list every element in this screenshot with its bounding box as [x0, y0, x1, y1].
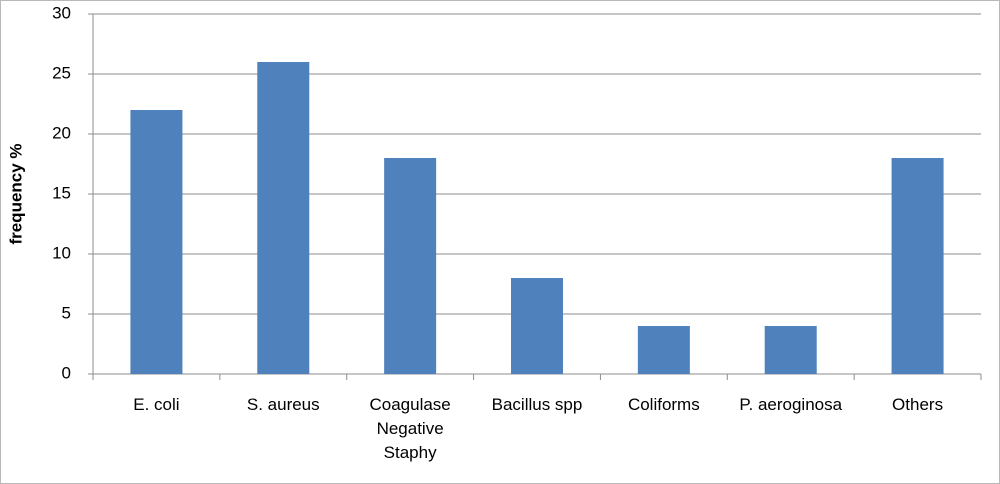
y-tick-label: 25	[52, 63, 71, 82]
y-tick-label: 30	[52, 3, 71, 22]
y-tick-label: 20	[52, 123, 71, 142]
x-tick-label: Others	[892, 395, 944, 414]
bar	[764, 326, 817, 374]
x-tick-label: P. aeroginosa	[739, 395, 843, 414]
y-axis-label: frequency %	[6, 143, 25, 244]
bar	[384, 158, 437, 374]
x-tick-label: S. aureus	[246, 395, 320, 414]
x-tick-label: Bacillus spp	[491, 395, 583, 414]
x-tick-label: E. coli	[133, 395, 180, 414]
x-tick-label: Coliforms	[627, 395, 700, 414]
bar	[130, 110, 183, 374]
bar	[637, 326, 690, 374]
y-tick-label: 5	[62, 303, 71, 322]
bar	[511, 278, 563, 374]
x-tick-label: Coagulase Negative Staphy	[369, 395, 451, 462]
y-tick-label: 10	[52, 243, 71, 262]
bar	[891, 158, 944, 374]
y-tick-label: 0	[62, 363, 71, 382]
bar	[257, 62, 310, 374]
y-tick-label: 15	[52, 183, 71, 202]
